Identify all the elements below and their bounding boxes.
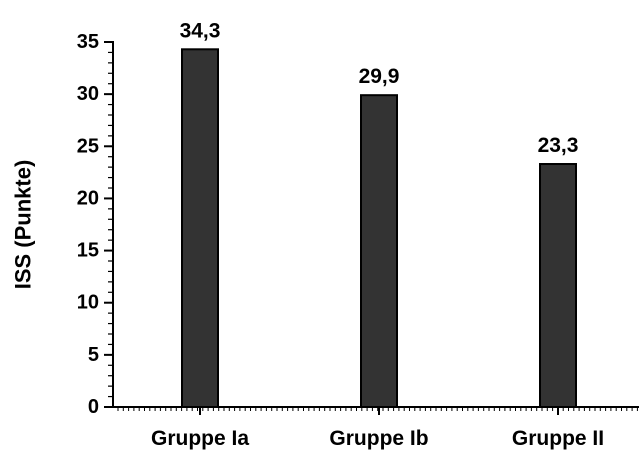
bar <box>360 94 398 409</box>
y-tick-label: 30 <box>77 83 99 105</box>
y-axis: 0 5 10 15 20 25 30 35 <box>77 31 114 418</box>
y-tick-label: 0 <box>88 396 99 418</box>
y-axis-title: ISS (Punkte) <box>11 160 36 290</box>
y-tick-label: 25 <box>77 135 99 157</box>
bar-value-label: 29,9 <box>359 65 400 88</box>
y-tick-label: 15 <box>77 240 99 262</box>
bar-value-label: 23,3 <box>538 134 579 157</box>
x-category-label: Gruppe Ib <box>329 427 428 450</box>
category-labels: Gruppe Ia Gruppe Ib Gruppe II <box>151 427 604 450</box>
bar-value-label: 34,3 <box>180 19 221 42</box>
value-labels: 34,3 29,9 23,3 <box>180 19 579 157</box>
bars <box>181 48 577 409</box>
x-axis <box>113 406 639 415</box>
x-category-label: Gruppe II <box>512 427 604 450</box>
bar <box>181 48 219 409</box>
y-tick-label: 5 <box>88 344 99 366</box>
bar <box>539 163 577 408</box>
y-tick-label: 35 <box>77 31 99 53</box>
y-tick-label: 20 <box>77 187 99 209</box>
y-tick-label: 10 <box>77 292 99 314</box>
x-category-label: Gruppe Ia <box>151 427 249 450</box>
